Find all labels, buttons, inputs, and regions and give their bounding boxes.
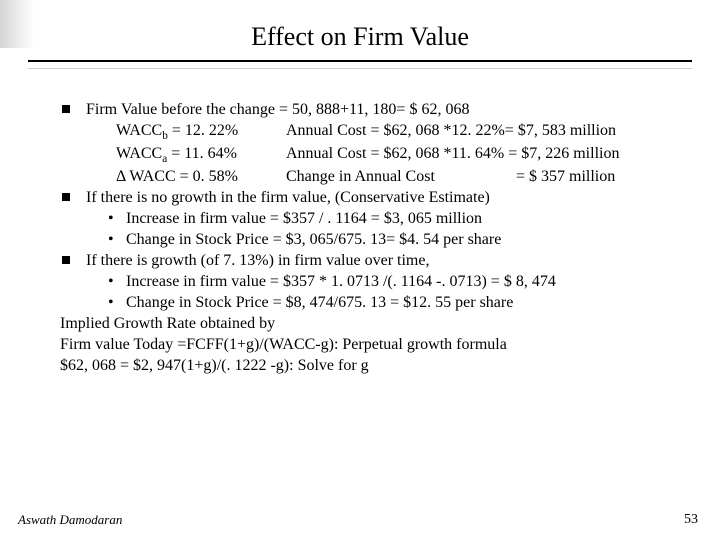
- wacc-a-post: = 11. 64%: [167, 145, 237, 162]
- bullet-text: Firm Value before the change = 50, 888+1…: [86, 101, 469, 118]
- bullet-no-growth: If there is no growth in the firm value,…: [60, 188, 680, 208]
- sub-growth-stock: Change in Stock Price = $8, 474/675. 13 …: [60, 293, 680, 313]
- wacc-b-pre: WACC: [116, 122, 162, 139]
- row-wacc-a: WACCa = 11. 64% Annual Cost = $62, 068 *…: [60, 144, 680, 166]
- sub-growth-increase: Increase in firm value = $357 * 1. 0713 …: [60, 272, 680, 292]
- delta-cost-post: = $ 357 million: [516, 168, 615, 185]
- wacc-a-pre: WACC: [116, 145, 162, 162]
- implied-line-2: Firm value Today =FCFF(1+g)/(WACC-g): Pe…: [60, 335, 680, 355]
- bullet-text: If there is growth (of 7. 13%) in firm v…: [86, 252, 429, 269]
- bullet-text: If there is no growth in the firm value,…: [86, 189, 490, 206]
- wacc-b-post: = 12. 22%: [168, 122, 238, 139]
- footer-author: Aswath Damodaran: [18, 512, 122, 528]
- implied-line-1: Implied Growth Rate obtained by: [60, 314, 680, 334]
- content-area: Firm Value before the change = 50, 888+1…: [60, 100, 680, 377]
- bullet-with-growth: If there is growth (of 7. 13%) in firm v…: [60, 251, 680, 271]
- wacc-a-cost: Annual Cost = $62, 068 *11. 64% = $7, 22…: [286, 144, 680, 166]
- bullet-firm-value-before: Firm Value before the change = 50, 888+1…: [60, 100, 680, 120]
- slide: Effect on Firm Value Firm Value before t…: [0, 0, 720, 540]
- title-rule: [28, 60, 692, 62]
- sub-no-growth-stock: Change in Stock Price = $3, 065/675. 13=…: [60, 230, 680, 250]
- delta-cost-pre: Change in Annual Cost: [286, 167, 516, 187]
- delta-wacc-cost: Change in Annual Cost= $ 357 million: [286, 167, 680, 187]
- row-wacc-b: WACCb = 12. 22% Annual Cost = $62, 068 *…: [60, 121, 680, 143]
- title-rule-shadow: [28, 68, 692, 69]
- slide-title: Effect on Firm Value: [0, 22, 720, 52]
- footer-page-number: 53: [684, 512, 698, 528]
- delta-wacc-label: Δ WACC = 0. 58%: [116, 167, 286, 187]
- row-delta-wacc: Δ WACC = 0. 58% Change in Annual Cost= $…: [60, 167, 680, 187]
- wacc-a-label: WACCa = 11. 64%: [116, 144, 286, 166]
- wacc-b-label: WACCb = 12. 22%: [116, 121, 286, 143]
- implied-line-3: $62, 068 = $2, 947(1+g)/(. 1222 -g): Sol…: [60, 356, 680, 376]
- sub-no-growth-increase: Increase in firm value = $357 / . 1164 =…: [60, 209, 680, 229]
- wacc-b-cost: Annual Cost = $62, 068 *12. 22%= $7, 583…: [286, 121, 680, 143]
